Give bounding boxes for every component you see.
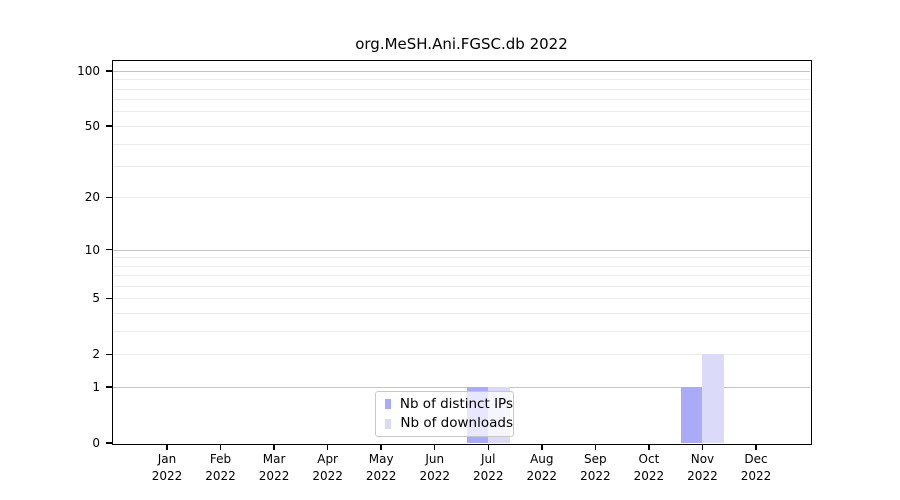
- y-tick-label: 10: [84, 242, 100, 257]
- y-tick-label: 5: [92, 291, 100, 306]
- y-tick-label: 0: [92, 436, 100, 450]
- y-tick-label: 100: [77, 63, 100, 78]
- plot-area: [113, 61, 810, 443]
- gridline-minor: [113, 166, 810, 168]
- legend-item-downloads: Nb of downloads: [385, 416, 513, 431]
- y-tick-mark: [106, 70, 113, 72]
- y-tick-mark: [106, 353, 113, 356]
- x-tick-label: Jul 2022: [472, 452, 504, 483]
- x-tick-label: Aug 2022: [526, 452, 558, 483]
- x-tick-mark: [755, 444, 757, 450]
- x-tick-mark: [273, 444, 275, 450]
- y-tick-label: 1: [92, 380, 100, 395]
- x-tick-label: Dec 2022: [740, 452, 772, 483]
- gridline-major: [113, 249, 810, 251]
- x-tick-mark: [648, 444, 650, 450]
- gridline-minor: [113, 275, 810, 277]
- gridline-minor: [113, 257, 810, 259]
- x-tick-mark: [433, 444, 436, 450]
- x-tick-label: Sep 2022: [580, 452, 611, 483]
- y-tick-mark: [106, 386, 113, 388]
- gridline-minor: [113, 197, 810, 199]
- x-tick-mark: [594, 444, 597, 450]
- x-tick-label: Apr 2022: [312, 452, 343, 483]
- x-tick-mark: [166, 444, 168, 450]
- x-tick-mark: [701, 444, 704, 450]
- y-tick-label: 2: [92, 347, 100, 362]
- x-tick-label: Oct 2022: [633, 452, 665, 483]
- gridline-minor: [113, 79, 810, 81]
- bar-nb-of-distinct-ips-nov: [680, 387, 703, 443]
- x-tick-label: Mar 2022: [258, 452, 290, 483]
- x-tick-mark: [326, 444, 329, 450]
- gridline-minor: [113, 298, 810, 300]
- x-tick-label: May 2022: [365, 452, 397, 483]
- bar-nb-of-downloads-nov: [702, 354, 725, 443]
- gridline-major: [113, 70, 810, 72]
- x-tick-mark: [219, 444, 222, 450]
- y-tick-mark: [106, 125, 113, 127]
- gridline-minor: [113, 99, 810, 101]
- gridline-major: [113, 387, 810, 389]
- chart-title: org.MeSH.Ani.FGSC.db 2022: [355, 35, 568, 53]
- gridline-minor: [113, 125, 810, 127]
- legend-swatch-downloads-icon: [385, 418, 392, 429]
- x-tick-mark: [380, 444, 382, 450]
- gridline-minor: [113, 265, 810, 267]
- gridline-minor: [113, 354, 810, 356]
- gridline-minor: [113, 111, 810, 113]
- gridline-minor: [113, 313, 810, 315]
- x-tick-label: Nov 2022: [687, 452, 718, 483]
- x-tick-mark: [541, 444, 543, 450]
- y-tick-label: 20: [84, 190, 100, 205]
- legend-label-downloads: Nb of downloads: [400, 415, 513, 432]
- gridline-minor: [113, 88, 810, 90]
- x-tick-label: Jan 2022: [151, 452, 183, 483]
- gridline-minor: [113, 286, 810, 288]
- legend-item-distinct-ips: Nb of distinct IPs: [385, 395, 513, 412]
- y-tick-mark: [106, 196, 113, 199]
- gridline-minor: [113, 331, 810, 333]
- gridline-minor: [113, 143, 810, 145]
- x-tick-label: Feb 2022: [205, 452, 236, 483]
- legend-swatch-distinct-ips-icon: [385, 399, 391, 410]
- x-tick-mark: [487, 444, 490, 450]
- y-tick-mark: [106, 297, 113, 300]
- y-tick-mark: [106, 442, 113, 444]
- legend: Nb of distinct IPs Nb of downloads: [375, 391, 514, 437]
- y-tick-mark: [106, 248, 113, 251]
- legend-label-distinct-ips: Nb of distinct IPs: [399, 395, 513, 412]
- y-tick-label: 50: [84, 118, 100, 133]
- x-tick-label: Jun 2022: [419, 452, 450, 483]
